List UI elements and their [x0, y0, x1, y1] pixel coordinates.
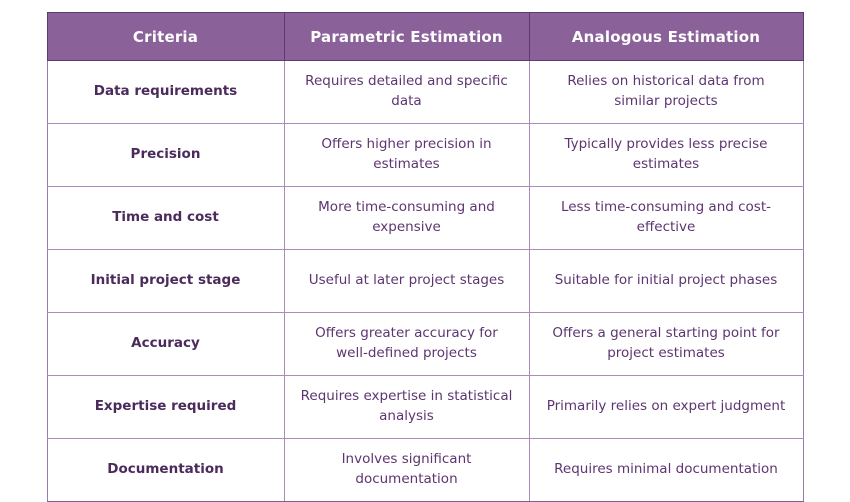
parametric-cell: Requires detailed and specific data: [283, 60, 530, 124]
table-row: Accuracy Offers greater accuracy for wel…: [46, 312, 804, 376]
parametric-cell: Useful at later project stages: [283, 249, 530, 313]
criteria-cell: Documentation: [46, 438, 285, 502]
parametric-cell: More time-consuming and expensive: [283, 186, 530, 250]
analogous-cell: Offers a general starting point for proj…: [528, 312, 804, 376]
header-analogous-estimation: Analogous Estimation: [528, 12, 804, 61]
analogous-cell: Less time-consuming and cost-effective: [528, 186, 804, 250]
criteria-cell: Expertise required: [46, 375, 285, 439]
parametric-cell: Involves significant documentation: [283, 438, 530, 502]
comparison-table: Criteria Parametric Estimation Analogous…: [46, 12, 804, 502]
parametric-cell: Offers higher precision in estimates: [283, 123, 530, 187]
page: Criteria Parametric Estimation Analogous…: [46, 12, 804, 502]
analogous-cell: Requires minimal documentation: [528, 438, 804, 502]
criteria-cell: Precision: [46, 123, 285, 187]
criteria-cell: Initial project stage: [46, 249, 285, 313]
table-row: Initial project stage Useful at later pr…: [46, 249, 804, 313]
criteria-cell: Data requirements: [46, 60, 285, 124]
table-row: Time and cost More time-consuming and ex…: [46, 186, 804, 250]
criteria-cell: Time and cost: [46, 186, 285, 250]
analogous-cell: Typically provides less precise estimate…: [528, 123, 804, 187]
header-criteria: Criteria: [46, 12, 285, 61]
analogous-cell: Suitable for initial project phases: [528, 249, 804, 313]
analogous-cell: Primarily relies on expert judgment: [528, 375, 804, 439]
table-row: Data requirements Requires detailed and …: [46, 60, 804, 124]
table-row: Precision Offers higher precision in est…: [46, 123, 804, 187]
table-row: Expertise required Requires expertise in…: [46, 375, 804, 439]
table-header-row: Criteria Parametric Estimation Analogous…: [46, 12, 804, 61]
analogous-cell: Relies on historical data from similar p…: [528, 60, 804, 124]
criteria-cell: Accuracy: [46, 312, 285, 376]
parametric-cell: Requires expertise in statistical analys…: [283, 375, 530, 439]
parametric-cell: Offers greater accuracy for well-defined…: [283, 312, 530, 376]
table-row: Documentation Involves significant docum…: [46, 438, 804, 502]
header-parametric-estimation: Parametric Estimation: [283, 12, 530, 61]
